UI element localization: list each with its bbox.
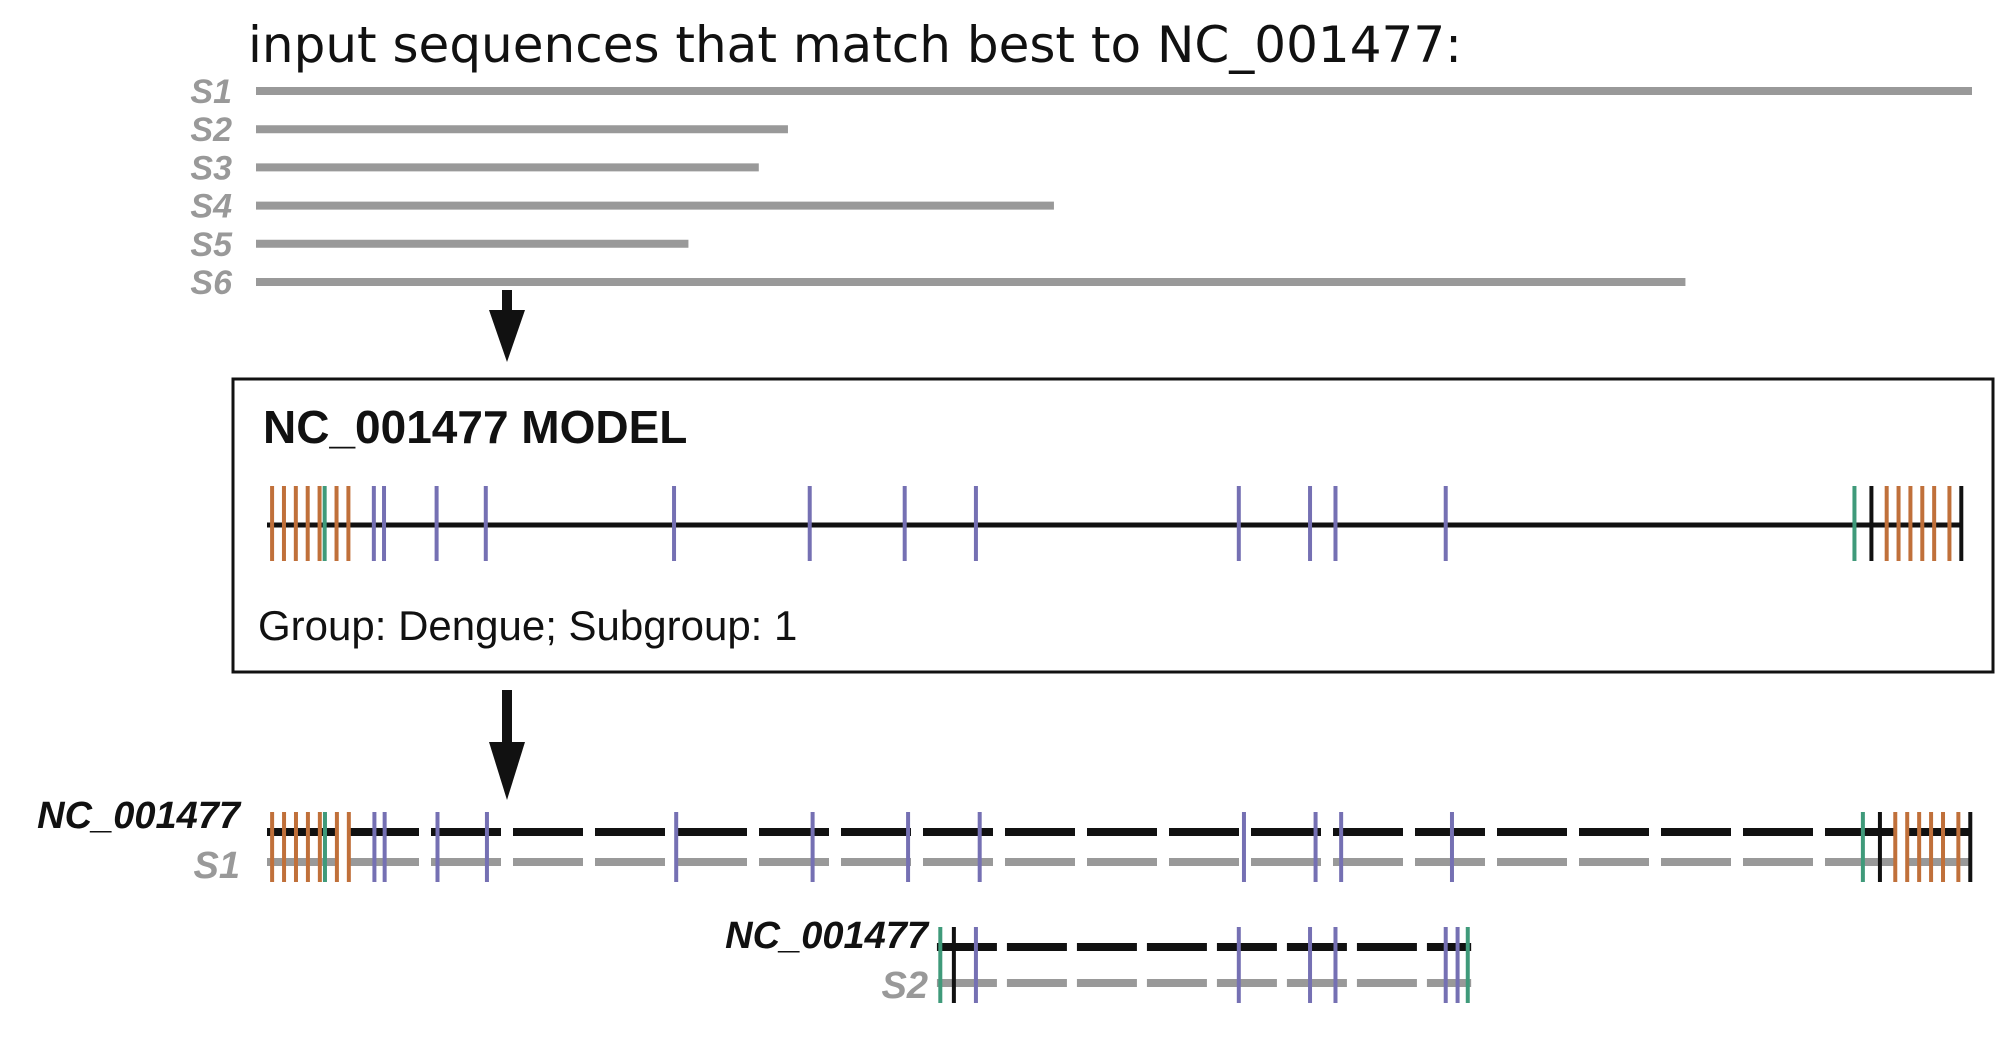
- sequence-label: S6: [190, 264, 233, 302]
- alignment-ref-label: NC_001477: [725, 915, 930, 957]
- sequence-label: S5: [190, 226, 233, 264]
- alignment-track: [936, 927, 1472, 1003]
- arrow-down-icon: [489, 290, 525, 362]
- alignment-seq-label: S1: [194, 845, 240, 887]
- alignment-s1: NC_001477 S1: [37, 795, 1973, 887]
- model-title: NC_001477 MODEL: [263, 401, 687, 453]
- model-panel: NC_001477 MODEL Group: Dengue; Subgroup:…: [231, 377, 1995, 674]
- sequence-label: S1: [190, 73, 232, 111]
- arrow-down-icon: [489, 690, 525, 800]
- alignment-track: [267, 812, 1973, 882]
- alignment-seq-label: S2: [882, 965, 928, 1007]
- model-track: [267, 486, 1964, 561]
- sequence-label: S4: [190, 188, 232, 226]
- sequence-label: S2: [190, 111, 232, 149]
- model-box: [231, 377, 1995, 674]
- alignment-s2: NC_001477 S2: [725, 915, 1472, 1007]
- alignment-ref-label: NC_001477: [37, 795, 242, 837]
- model-caption: Group: Dengue; Subgroup: 1: [258, 602, 797, 649]
- sequence-label: S3: [190, 149, 232, 187]
- diagram-title: input sequences that match best to NC_00…: [248, 16, 1462, 74]
